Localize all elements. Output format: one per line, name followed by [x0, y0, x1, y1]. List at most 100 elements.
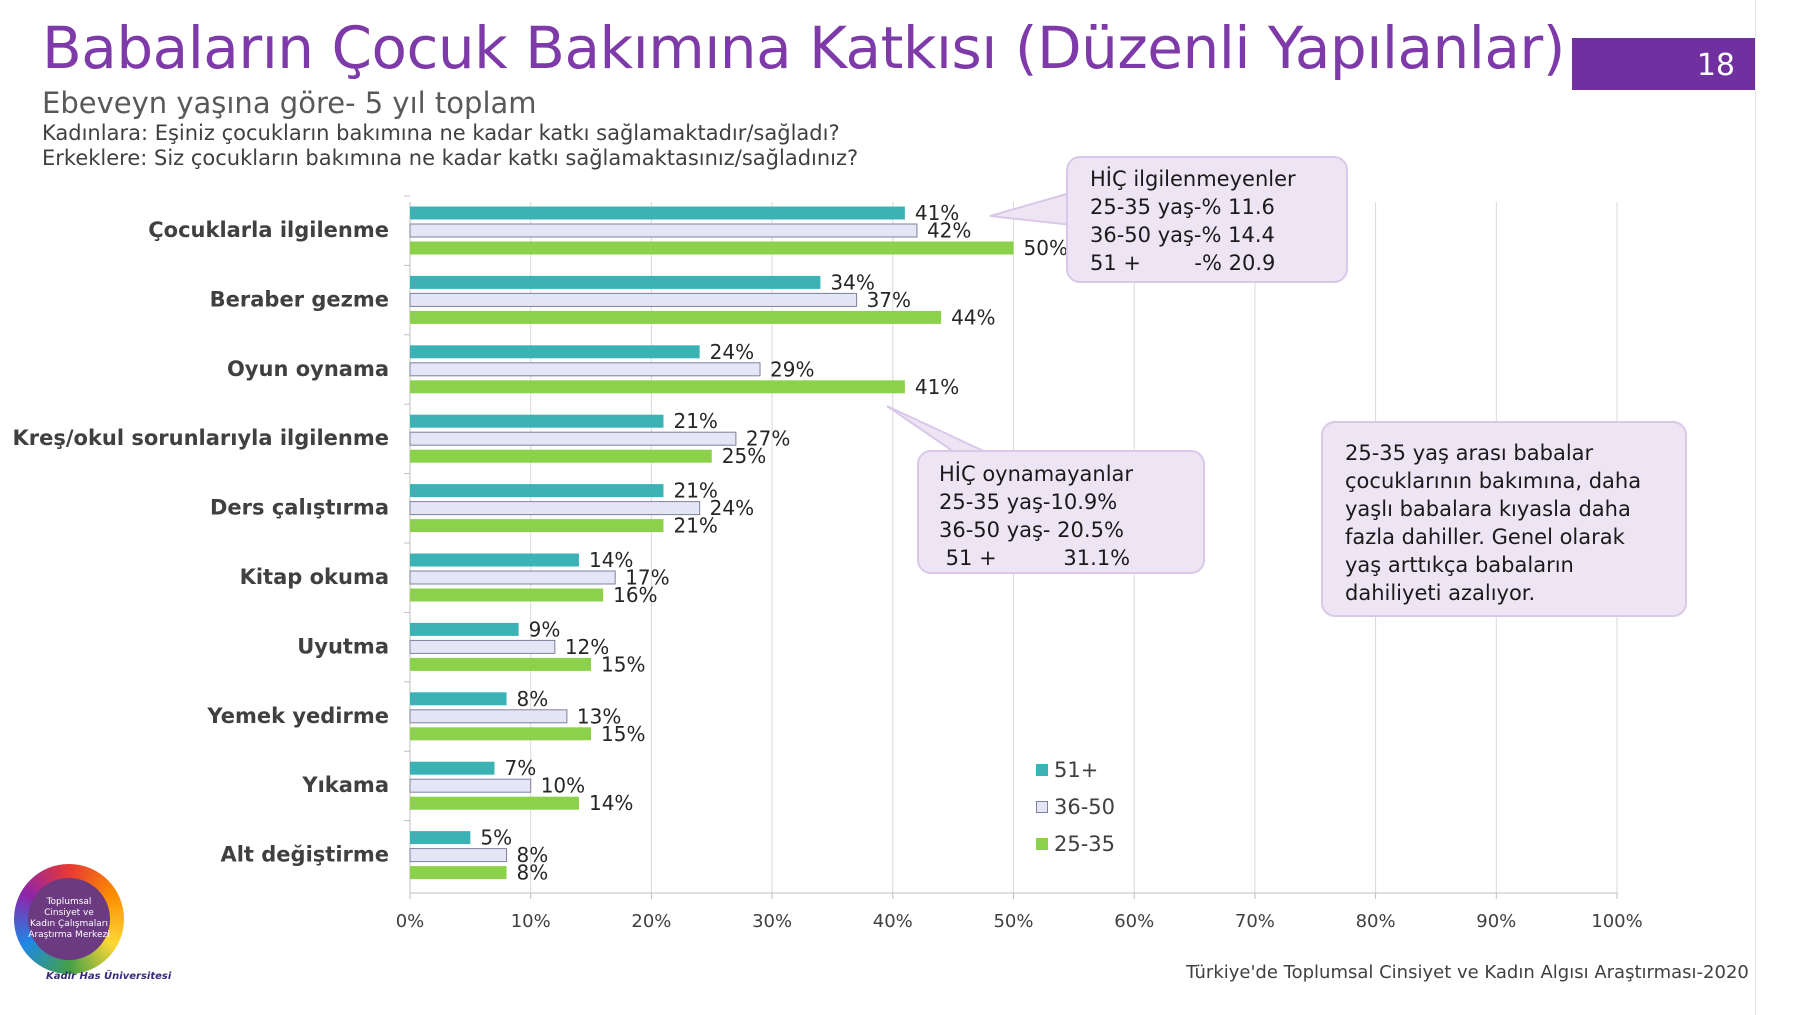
- bar-25-35: [410, 449, 712, 463]
- source-note: Türkiye'de Toplumsal Cinsiyet ve Kadın A…: [1186, 962, 1749, 983]
- bar-36-50: [409, 501, 701, 516]
- bar-51plus: [410, 831, 471, 845]
- callout-line: 25-35 yaş-% 11.6: [1090, 195, 1275, 219]
- bar-36-50: [409, 778, 532, 793]
- legend-swatch-36-50: [1036, 800, 1048, 813]
- data-label: 34%: [830, 270, 874, 294]
- data-label: 9%: [529, 617, 561, 641]
- bar-25-35: [410, 380, 905, 394]
- data-label: 14%: [589, 791, 633, 815]
- bar-51plus: [410, 345, 700, 359]
- bar-36-50: [409, 639, 556, 654]
- data-label: 15%: [601, 722, 645, 746]
- question-women: Kadınlara: Eşiniz çocukların bakımına ne…: [42, 121, 840, 145]
- callout-line: HİÇ oynamayanlar: [939, 462, 1134, 486]
- bar-25-35: [410, 866, 507, 880]
- callout-line: 25-35 yaş arası babalar: [1345, 441, 1594, 465]
- data-label: 21%: [673, 479, 717, 503]
- bar-51plus: [410, 206, 905, 220]
- legend-label: 36-50: [1054, 794, 1116, 819]
- legend-item-51: 51+: [1036, 751, 1115, 788]
- data-label: 42%: [927, 219, 971, 243]
- callout-line: HİÇ ilgilenmeyenler: [1090, 167, 1296, 191]
- bar-25-35: [410, 310, 942, 324]
- bar-25-35: [410, 588, 604, 602]
- category-label: Oyun oynama: [227, 357, 389, 381]
- callout-line: 36-50 yaş-% 14.4: [1090, 223, 1275, 247]
- callout-line: dahiliyeti azalıyor.: [1345, 581, 1536, 605]
- callout-line: yaş arttıkça babaların: [1345, 553, 1574, 577]
- data-label: 8%: [517, 843, 549, 867]
- callout-line: fazla dahiller. Genel olarak: [1345, 525, 1625, 549]
- bar-51plus: [410, 275, 821, 289]
- legend-item-36-50: 36-50: [1036, 788, 1115, 825]
- bar-25-35: [410, 727, 592, 741]
- bar-36-50: [409, 431, 737, 446]
- bar-25-35: [410, 657, 592, 671]
- x-tick-label: 60%: [1114, 911, 1154, 932]
- x-tick-label: 90%: [1476, 911, 1516, 932]
- category-label: Ders çalıştırma: [210, 496, 389, 520]
- category-label: Uyutma: [297, 634, 389, 658]
- logo-text: Toplumsal: [46, 897, 92, 907]
- data-label: 14%: [589, 548, 633, 572]
- category-label: Beraber gezme: [210, 287, 389, 311]
- category-label: Kitap okuma: [240, 565, 389, 589]
- data-label: 41%: [915, 201, 959, 225]
- data-label: 25%: [722, 444, 766, 468]
- data-label: 7%: [504, 756, 536, 780]
- data-label: 21%: [673, 409, 717, 433]
- bar-36-50: [409, 709, 568, 724]
- data-label: 8%: [517, 687, 549, 711]
- legend-label: 25-35: [1054, 831, 1116, 856]
- data-label: 5%: [480, 826, 512, 850]
- data-label: 15%: [601, 652, 645, 676]
- category-label: Alt değiştirme: [220, 843, 389, 867]
- callout-line: 25-35 yaş-10.9%: [939, 490, 1118, 514]
- data-label: 50%: [1024, 236, 1068, 260]
- bar-36-50: [409, 848, 508, 863]
- page-number-badge: 18: [1572, 38, 1755, 90]
- x-tick-label: 30%: [752, 911, 792, 932]
- bar-51plus: [410, 692, 507, 706]
- callout-summary: 25-35 yaş arası babalar çocuklarının bak…: [1321, 421, 1687, 617]
- data-label: 8%: [517, 861, 549, 885]
- page-subtitle: Ebeveyn yaşına göre- 5 yıl toplam: [42, 86, 537, 120]
- bar-51plus: [410, 414, 664, 428]
- bar-36-50: [409, 570, 616, 585]
- bar-25-35: [410, 796, 579, 810]
- callout-pointer: [989, 191, 1074, 227]
- data-label: 17%: [625, 566, 669, 590]
- data-label: 44%: [951, 305, 995, 329]
- data-label: 16%: [613, 583, 657, 607]
- callout-line: 36-50 yaş- 20.5%: [939, 518, 1124, 542]
- question-men: Erkeklere: Siz çocukların bakımına ne ka…: [42, 146, 859, 170]
- callout-line: çocuklarının bakımına, daha: [1345, 469, 1642, 493]
- legend-swatch-51: [1036, 763, 1048, 776]
- x-tick-label: 100%: [1591, 911, 1642, 932]
- x-tick-label: 20%: [631, 911, 671, 932]
- callout-line: 51 + -% 20.9: [1090, 251, 1276, 275]
- data-label: 24%: [710, 496, 754, 520]
- category-label: Yıkama: [301, 773, 389, 797]
- x-tick-label: 70%: [1235, 911, 1275, 932]
- x-tick-label: 0%: [396, 911, 425, 932]
- x-tick-label: 80%: [1356, 911, 1396, 932]
- logo-text: Kadın Çalışmaları: [29, 919, 109, 929]
- bar-51plus: [410, 622, 519, 636]
- data-label: 10%: [541, 774, 585, 798]
- data-label: 24%: [710, 340, 754, 364]
- logo-text: Araştırma Merkezi: [28, 930, 110, 940]
- x-tick-label: 40%: [873, 911, 913, 932]
- data-label: 29%: [770, 357, 814, 381]
- bar-36-50: [409, 292, 858, 307]
- callout-never-involved: HİÇ ilgilenmeyenler 25-35 yaş-% 11.6 36-…: [1066, 156, 1348, 283]
- legend-swatch-25-35: [1036, 837, 1048, 850]
- page-title: Babaların Çocuk Bakımına Katkısı (Düzenl…: [42, 14, 1565, 82]
- callout-pointer: [886, 405, 991, 458]
- callout-never-play: HİÇ oynamayanlar 25-35 yaş-10.9% 36-50 y…: [917, 450, 1205, 574]
- bar-36-50: [409, 223, 918, 238]
- data-label: 13%: [577, 704, 621, 728]
- slide-edge-divider: [1755, 0, 1756, 1015]
